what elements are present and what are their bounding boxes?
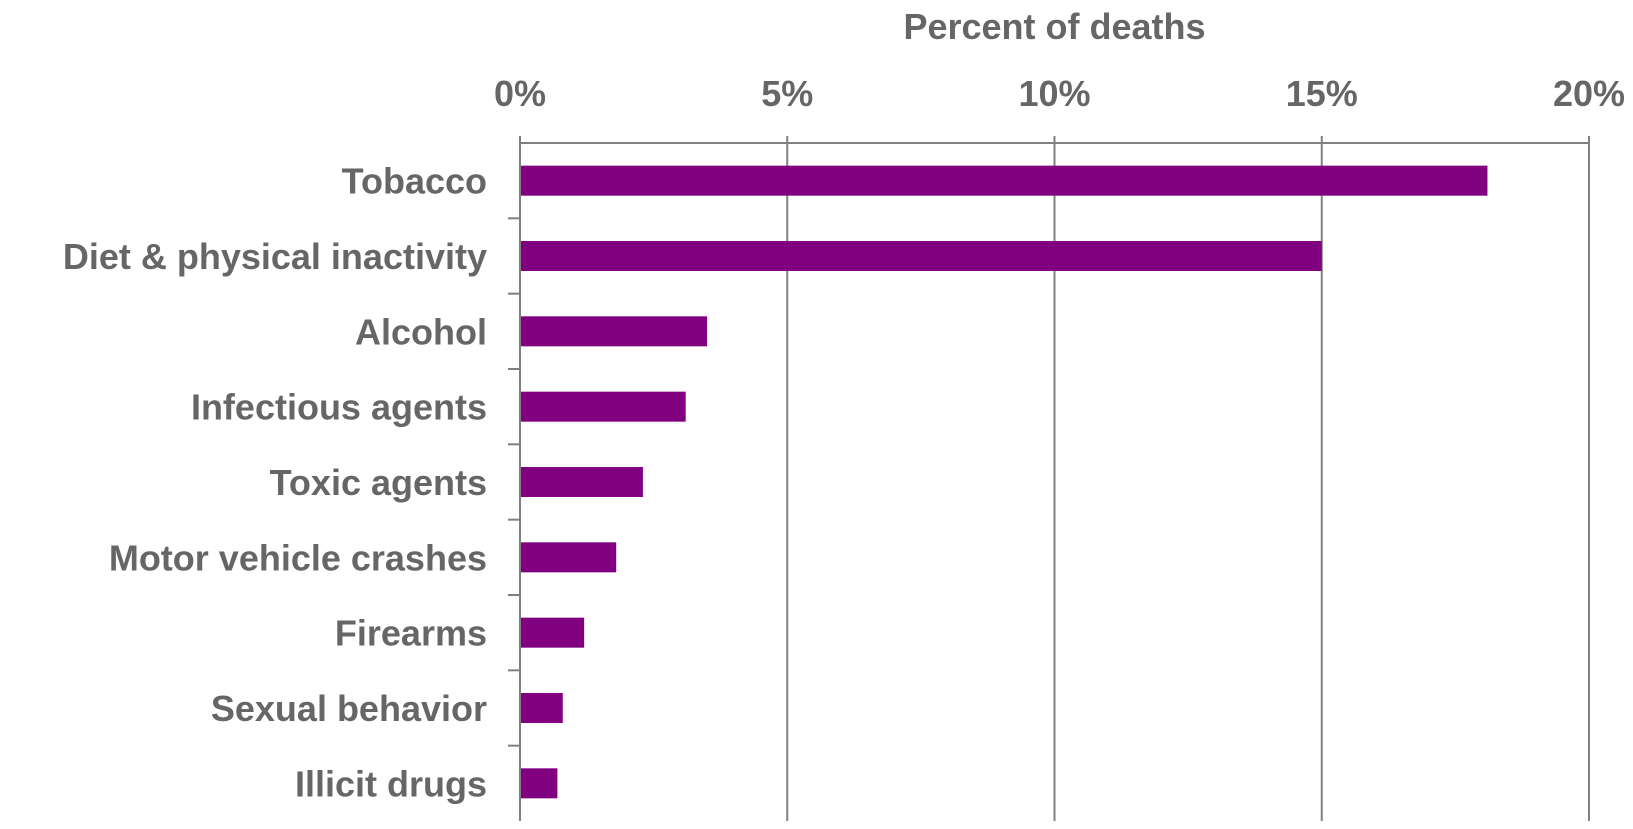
- axes: [508, 136, 1590, 821]
- category-label: Motor vehicle crashes: [109, 537, 487, 578]
- category-label: Illicit drugs: [295, 763, 487, 804]
- bar: [520, 316, 708, 347]
- bar: [520, 768, 558, 799]
- x-tick-label: 15%: [1286, 73, 1358, 114]
- x-tick-labels: 0% 5% 10% 15% 20%: [494, 73, 1625, 114]
- bar: [520, 542, 617, 573]
- category-label: Alcohol: [355, 311, 487, 352]
- category-label: Infectious agents: [191, 387, 487, 428]
- category-label: Firearms: [335, 613, 487, 654]
- x-tick-label: 20%: [1553, 73, 1625, 114]
- x-tick-label: 5%: [761, 73, 813, 114]
- bar: [520, 391, 686, 422]
- bar: [520, 467, 643, 497]
- bar: [520, 693, 563, 723]
- category-label: Sexual behavior: [211, 688, 487, 729]
- category-label: Toxic agents: [270, 462, 487, 503]
- category-label: Tobacco: [342, 161, 487, 202]
- category-labels: Tobacco Diet & physical inactivity Alcohol…: [63, 161, 487, 805]
- x-tick-label: 0%: [494, 73, 546, 114]
- x-axis-title: Percent of deaths: [903, 6, 1205, 47]
- category-label: Diet & physical inactivity: [63, 236, 487, 277]
- bar: [520, 617, 585, 648]
- bar: [520, 165, 1488, 196]
- bars: [520, 165, 1488, 799]
- x-tick-label: 10%: [1018, 73, 1090, 114]
- bar: [520, 241, 1322, 271]
